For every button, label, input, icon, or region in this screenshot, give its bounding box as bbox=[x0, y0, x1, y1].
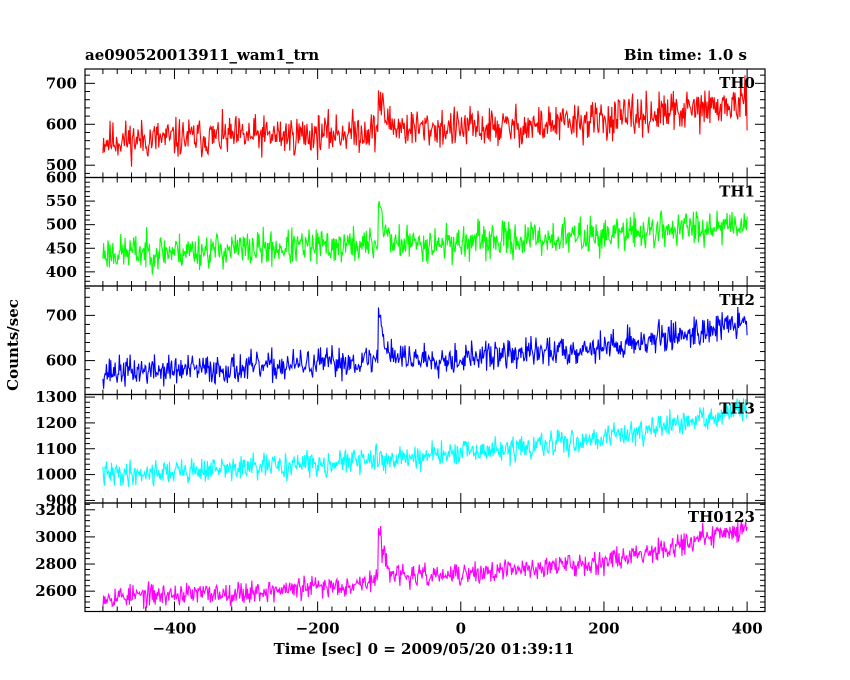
y-tick-label: 1200 bbox=[35, 414, 77, 432]
panel-label-th0: TH0 bbox=[719, 74, 755, 92]
x-tick-label: 0 bbox=[456, 620, 466, 638]
x-axis-title: Time [sec] 0 = 2009/05/20 01:39:11 bbox=[274, 640, 575, 658]
series-line-th1 bbox=[102, 201, 748, 275]
y-tick-label: 700 bbox=[46, 74, 77, 92]
panel-label-th0123: TH0123 bbox=[688, 508, 755, 526]
panel-label-th1: TH1 bbox=[719, 183, 755, 201]
y-tick-label: 700 bbox=[46, 306, 77, 324]
x-tick-label: −400 bbox=[153, 620, 197, 638]
y-tick-label: 450 bbox=[46, 239, 77, 257]
panel-frame-th3 bbox=[84, 393, 766, 504]
y-tick-label: 2800 bbox=[35, 555, 77, 573]
panel-frame-th2 bbox=[84, 285, 766, 396]
x-tick-label: 400 bbox=[731, 620, 762, 638]
x-tick-label: 200 bbox=[588, 620, 619, 638]
y-tick-label: 1100 bbox=[35, 440, 77, 458]
y-tick-label: 1300 bbox=[35, 388, 77, 406]
y-tick-label: 2600 bbox=[35, 582, 77, 600]
chart-title: ae090520013911_wam1_trn bbox=[85, 46, 319, 64]
series-line-th0123 bbox=[102, 521, 748, 609]
panel-label-th3: TH3 bbox=[719, 400, 755, 418]
y-tick-label: 600 bbox=[46, 169, 77, 187]
y-tick-label: 500 bbox=[46, 156, 77, 174]
panel-label-th2: TH2 bbox=[719, 291, 755, 309]
series-line-th3 bbox=[102, 398, 748, 488]
y-tick-label: 3000 bbox=[35, 528, 77, 546]
y-tick-label: 500 bbox=[46, 216, 77, 234]
y-tick-label: 600 bbox=[46, 115, 77, 133]
y-axis-title: Counts/sec bbox=[4, 299, 22, 391]
y-tick-label: 600 bbox=[46, 352, 77, 370]
panel-frame-th0123 bbox=[84, 502, 766, 613]
x-tick-label: −200 bbox=[296, 620, 340, 638]
bin-time-label: Bin time: 1.0 s bbox=[624, 46, 747, 64]
series-line-th0 bbox=[102, 75, 748, 167]
y-tick-label: 550 bbox=[46, 192, 77, 210]
y-tick-label: 900 bbox=[46, 491, 77, 509]
y-tick-label: 400 bbox=[46, 263, 77, 281]
series-line-th2 bbox=[102, 306, 748, 389]
y-tick-label: 3200 bbox=[35, 501, 77, 519]
y-tick-label: 1000 bbox=[35, 466, 77, 484]
